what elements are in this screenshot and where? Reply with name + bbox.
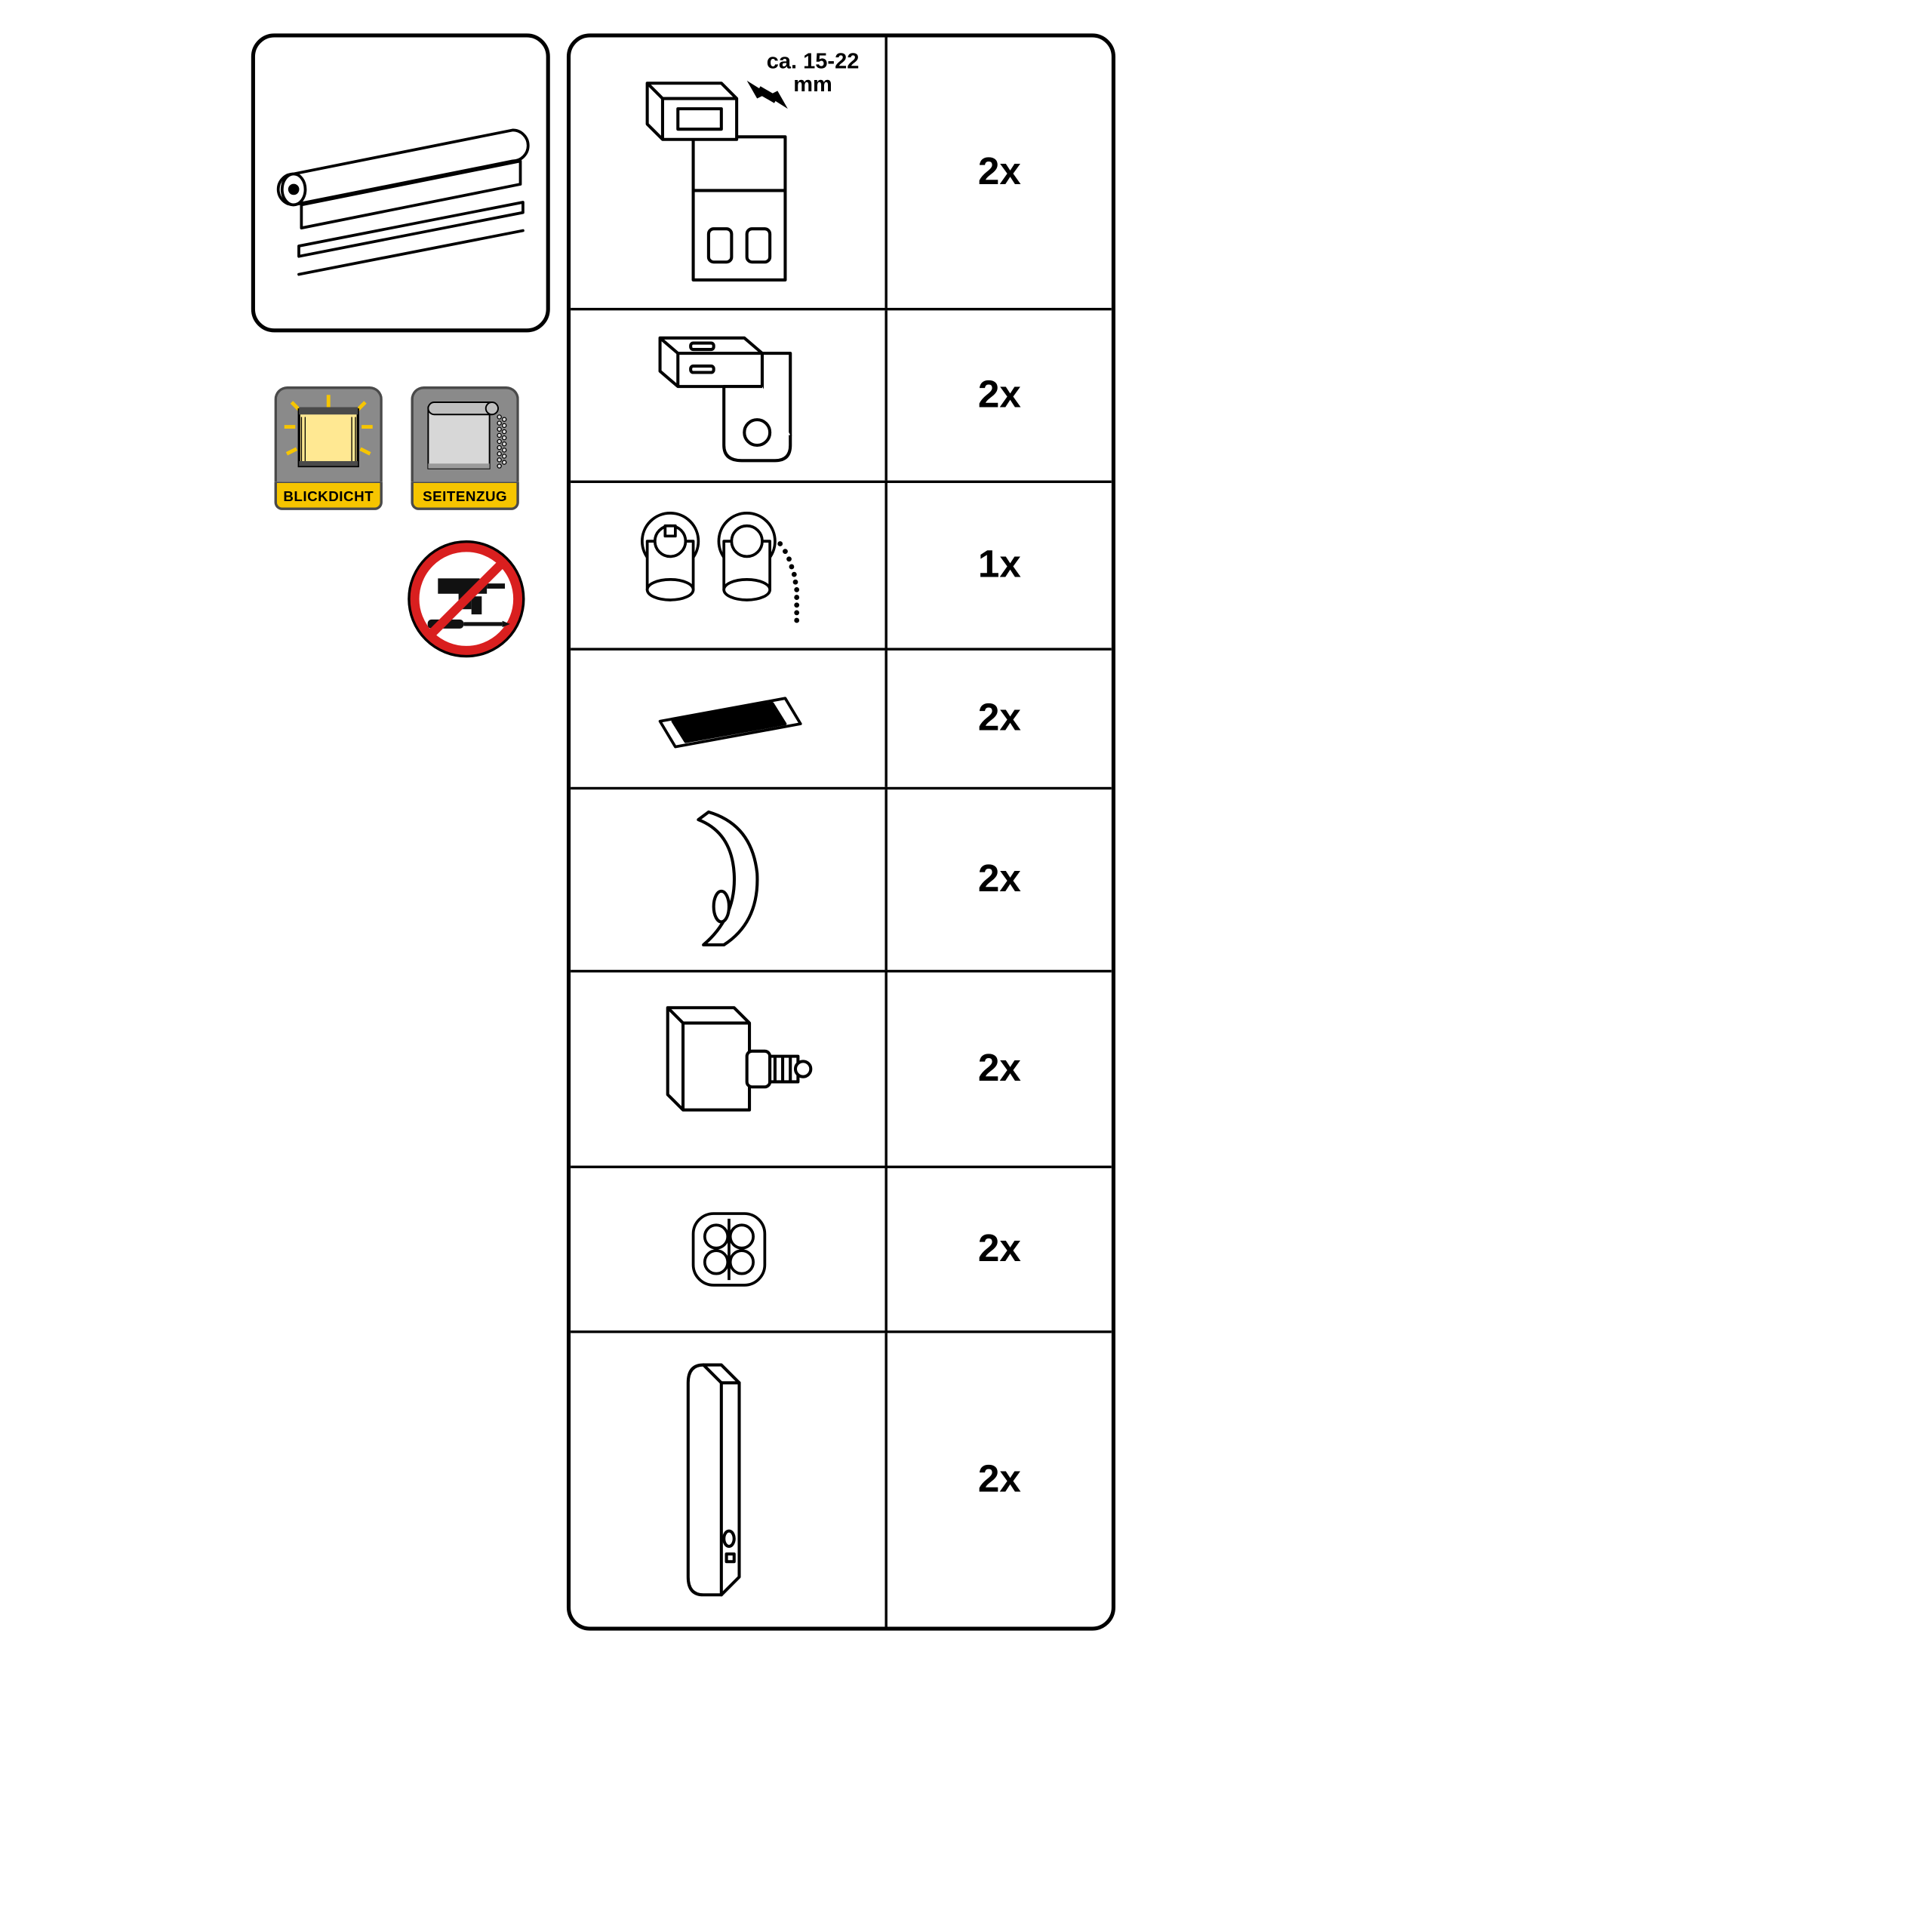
table-row: 2x xyxy=(571,973,1112,1168)
part-chain-guide-icon xyxy=(571,789,888,970)
part-clamp-bracket-icon: ca. 15-22 mm xyxy=(571,38,888,308)
qty-cell: 2x xyxy=(888,38,1112,308)
roller-blind-icon xyxy=(255,38,550,333)
feature-badges: BLICKDICHT xyxy=(275,386,519,510)
table-row: 2x xyxy=(571,789,1112,972)
part-adhesive-pad-icon xyxy=(571,651,888,787)
side-chain-icon xyxy=(411,386,518,481)
table-row: ca. 15-22 mm xyxy=(571,38,1112,311)
part-wall-bracket-pin-icon xyxy=(571,973,888,1166)
opaque-icon xyxy=(275,386,383,481)
qty-cell: 2x xyxy=(888,651,1112,787)
no-tools-icon xyxy=(407,540,525,658)
badge-label: BLICKDICHT xyxy=(275,481,383,510)
badge-seitenzug: SEITENZUG xyxy=(411,386,518,510)
qty-cell: 2x xyxy=(888,310,1112,480)
table-row: 2x xyxy=(571,651,1112,789)
parts-table: ca. 15-22 mm xyxy=(567,33,1115,1630)
table-row: 1x xyxy=(571,483,1112,651)
qty-cell: 2x xyxy=(888,1168,1112,1331)
part-end-cap-cover-icon xyxy=(571,1333,888,1626)
table-row: 2x xyxy=(571,310,1112,483)
table-row: 2x xyxy=(571,1168,1112,1333)
part-chain-mechanism-icon xyxy=(571,483,888,648)
badge-label: SEITENZUG xyxy=(411,481,518,510)
product-illustration-panel xyxy=(251,33,550,332)
dimension-label: ca. 15-22 mm xyxy=(767,51,860,97)
qty-cell: 2x xyxy=(888,1333,1112,1626)
qty-cell: 2x xyxy=(888,789,1112,970)
part-chain-connector-icon xyxy=(571,1168,888,1331)
table-row: 2x xyxy=(571,1333,1112,1626)
qty-cell: 1x xyxy=(888,483,1112,648)
qty-cell: 2x xyxy=(888,973,1112,1166)
dim-line2: mm xyxy=(793,72,832,96)
badge-blickdicht: BLICKDICHT xyxy=(275,386,383,510)
part-mounting-bracket-icon xyxy=(571,310,888,480)
dim-line1: ca. 15-22 xyxy=(767,49,860,73)
